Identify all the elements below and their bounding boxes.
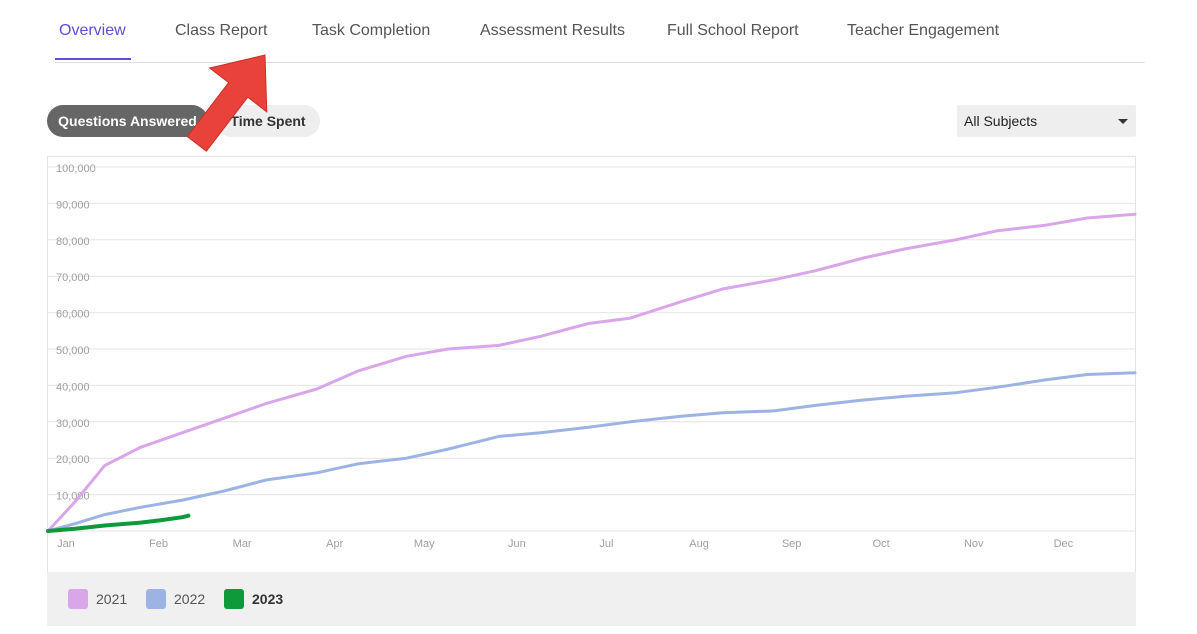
tab-task-completion[interactable]: Task Completion bbox=[312, 22, 431, 39]
x-axis-ticks: Jan Feb Mar Apr May Jun Jul Aug Sep Oct Nov Dec bbox=[57, 538, 1074, 550]
legend-label-2023: 2023 bbox=[252, 591, 284, 607]
legend-item-2022[interactable]: 2022 bbox=[146, 589, 205, 609]
legend-item-2021[interactable]: 2021 bbox=[68, 589, 127, 609]
x-tick-label: Jan bbox=[57, 538, 75, 550]
y-tick-label: 30,000 bbox=[56, 418, 90, 430]
legend-item-2023[interactable]: 2023 bbox=[224, 589, 283, 609]
x-tick-label: May bbox=[414, 538, 435, 550]
x-tick-label: Apr bbox=[326, 538, 343, 550]
tab-assessment-results[interactable]: Assessment Results bbox=[480, 22, 625, 39]
tab-class-report[interactable]: Class Report bbox=[175, 22, 268, 39]
x-tick-label: Aug bbox=[689, 538, 709, 550]
tab-overview[interactable]: Overview bbox=[59, 22, 126, 39]
x-tick-label: Sep bbox=[782, 538, 802, 550]
tab-bar: Overview Class Report Task Completion As… bbox=[55, 0, 1145, 63]
x-tick-label: Jul bbox=[599, 538, 613, 550]
y-axis-ticks: 100,000 90,000 80,000 70,000 60,000 50,000 40,… bbox=[56, 163, 96, 503]
series-line-2021 bbox=[46, 212, 1137, 533]
x-tick-label: Nov bbox=[964, 538, 984, 550]
x-tick-label: Oct bbox=[873, 538, 890, 550]
y-tick-label: 50,000 bbox=[56, 345, 90, 357]
x-tick-label: Feb bbox=[149, 538, 168, 550]
series-line-2022 bbox=[46, 371, 1137, 533]
x-tick-label: Mar bbox=[233, 538, 252, 550]
subject-select[interactable]: All Subjects bbox=[957, 105, 1136, 137]
series-line-2023 bbox=[46, 513, 191, 533]
caret-down-icon bbox=[1118, 119, 1128, 124]
y-tick-label: 20,000 bbox=[56, 454, 90, 466]
y-tick-label: 40,000 bbox=[56, 381, 90, 393]
y-tick-label: 70,000 bbox=[56, 272, 90, 284]
y-tick-label: 90,000 bbox=[56, 199, 90, 211]
tab-teacher-engagement[interactable]: Teacher Engagement bbox=[847, 22, 1000, 39]
legend-swatch-2022 bbox=[146, 589, 166, 609]
series-lines bbox=[46, 212, 1137, 533]
chart-legend: 2021 2022 2023 bbox=[47, 572, 1136, 626]
x-tick-label: Jun bbox=[508, 538, 526, 550]
x-tick-label: Dec bbox=[1054, 538, 1074, 550]
subject-select-value: All Subjects bbox=[964, 113, 1038, 129]
legend-swatch-2023 bbox=[224, 589, 244, 609]
chart-grid bbox=[48, 166, 1135, 532]
y-tick-label: 100,000 bbox=[56, 163, 96, 175]
legend-label-2021: 2021 bbox=[96, 591, 128, 607]
legend-swatch-2021 bbox=[68, 589, 88, 609]
y-tick-label: 80,000 bbox=[56, 236, 90, 248]
questions-answered-toggle[interactable]: Questions Answered bbox=[47, 105, 208, 137]
legend-label-2022: 2022 bbox=[174, 591, 206, 607]
tab-full-school-report[interactable]: Full School Report bbox=[667, 22, 799, 39]
active-tab-indicator bbox=[55, 58, 131, 60]
y-tick-label: 60,000 bbox=[56, 309, 90, 321]
